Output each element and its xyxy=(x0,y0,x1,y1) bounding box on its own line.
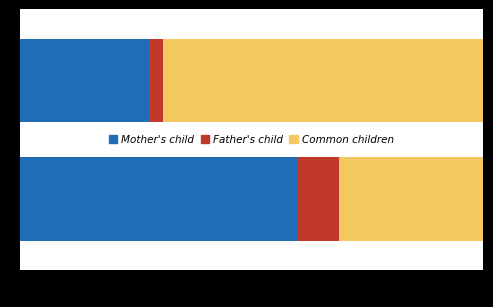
Legend: Mother's child, Father's child, Common children: Mother's child, Father's child, Common c… xyxy=(109,135,394,145)
Bar xyxy=(20,39,149,122)
Bar xyxy=(298,157,340,240)
Bar xyxy=(340,157,483,240)
Bar xyxy=(149,39,163,122)
Bar xyxy=(163,39,483,122)
Bar xyxy=(20,157,298,240)
